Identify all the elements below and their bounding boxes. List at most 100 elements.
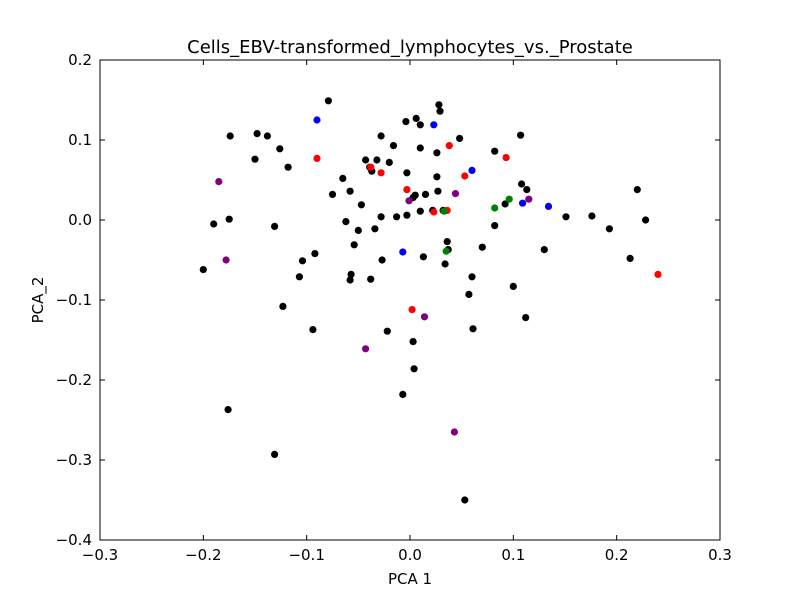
data-point: [371, 225, 379, 233]
data-point: [405, 197, 413, 205]
data-point: [279, 302, 287, 310]
data-point: [403, 211, 411, 219]
data-point: [367, 275, 375, 283]
data-point: [450, 428, 458, 436]
data-point: [478, 243, 486, 251]
data-point: [626, 254, 634, 262]
data-point: [445, 142, 453, 150]
data-point: [339, 174, 347, 182]
data-point: [373, 156, 381, 164]
data-point: [350, 241, 358, 249]
data-point: [505, 195, 513, 203]
data-point: [409, 338, 417, 346]
data-point: [226, 132, 234, 140]
data-point: [311, 250, 319, 258]
data-point: [377, 132, 385, 140]
data-point: [419, 253, 427, 261]
data-point: [313, 154, 321, 162]
data-point: [408, 306, 416, 314]
data-point: [347, 270, 355, 278]
data-point: [354, 226, 362, 234]
data-point: [313, 116, 321, 124]
data-point: [271, 450, 279, 458]
data-point: [377, 169, 385, 177]
x-tick-label: −0.1: [288, 546, 324, 564]
data-point: [441, 260, 449, 268]
data-point: [416, 121, 424, 129]
data-point: [451, 190, 460, 198]
data-point: [399, 390, 407, 398]
x-tick-label: 0.1: [501, 546, 525, 564]
ticks-layer: −0.3 −0.2 −0.1 0.0 0.1 0.2 0.3−0.4−0.3−0.2−0.1…: [56, 51, 732, 564]
data-point: [434, 187, 442, 195]
data-point: [362, 156, 370, 164]
data-point: [416, 144, 424, 152]
data-point: [199, 266, 207, 274]
data-point: [421, 190, 430, 198]
data-point: [271, 222, 279, 230]
data-point: [411, 191, 419, 199]
data-point: [430, 208, 438, 216]
data-point: [342, 218, 350, 226]
x-axis-label: PCA 1: [388, 570, 432, 588]
data-point: [362, 345, 370, 353]
data-point: [562, 213, 570, 221]
data-point: [276, 145, 284, 153]
data-point: [215, 178, 223, 186]
data-point: [324, 97, 332, 105]
y-axis-label: PCA_2: [29, 277, 48, 324]
data-point: [517, 131, 525, 139]
y-tick-label: −0.2: [56, 371, 92, 389]
data-point: [225, 215, 233, 223]
data-point: [378, 256, 386, 264]
data-point: [509, 282, 517, 290]
data-point: [309, 326, 317, 334]
data-point: [461, 496, 469, 504]
data-point: [522, 314, 530, 322]
data-point: [642, 216, 650, 224]
plot-frame: [99, 59, 721, 541]
y-tick-label: 0.2: [68, 51, 92, 69]
y-tick-label: 0.0: [68, 211, 92, 229]
data-point: [328, 190, 337, 198]
data-point: [519, 199, 527, 207]
data-point: [377, 213, 385, 221]
data-point: [465, 290, 473, 298]
chart-title: Cells_EBV-transformed_lymphocytes_vs._Pr…: [187, 37, 633, 58]
data-point: [433, 173, 441, 181]
data-point: [210, 220, 218, 228]
data-point: [588, 212, 596, 220]
data-point: [633, 186, 641, 194]
data-point: [416, 207, 424, 215]
data-point: [456, 134, 464, 142]
data-point: [399, 248, 407, 256]
data-point: [402, 118, 410, 126]
data-point: [263, 132, 271, 140]
data-point: [251, 155, 259, 163]
x-tick-label: 0.0: [398, 546, 422, 564]
data-point: [298, 257, 307, 265]
data-point: [491, 147, 499, 155]
data-point: [403, 186, 411, 194]
data-point: [410, 365, 418, 373]
data-point: [383, 327, 391, 335]
data-point: [253, 130, 261, 138]
data-point: [502, 154, 510, 162]
data-point: [393, 213, 401, 221]
data-point: [357, 201, 365, 209]
data-point: [412, 114, 420, 122]
data-point: [525, 195, 533, 203]
data-point: [605, 225, 614, 233]
data-point: [501, 200, 509, 208]
data-point: [430, 121, 438, 129]
data-point: [440, 207, 448, 215]
data-point: [284, 163, 292, 171]
data-point: [461, 172, 469, 180]
data-point: [523, 186, 531, 194]
data-point: [469, 325, 477, 333]
data-point: [468, 273, 476, 281]
data-point: [435, 101, 443, 109]
data-point: [420, 313, 429, 321]
points-layer: [199, 97, 662, 504]
data-point: [491, 204, 499, 212]
